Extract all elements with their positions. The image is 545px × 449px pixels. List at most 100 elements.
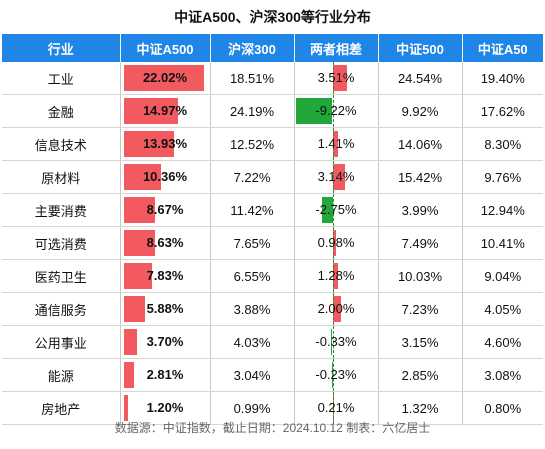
diff-value: 0.98%	[317, 235, 355, 250]
diff-cell: 3.51%	[294, 62, 379, 95]
a500-cell: 10.36%	[120, 160, 211, 194]
table-row: 房地产 1.20% 0.99% 0.21% 1.32% 0.80%	[2, 391, 543, 425]
a50-cell: 4.05%	[462, 292, 543, 326]
zz500-cell: 10.03%	[378, 259, 463, 293]
a500-cell: 5.88%	[120, 292, 211, 326]
a500-value: 14.97%	[142, 103, 188, 118]
diff-cell: 0.21%	[294, 391, 379, 425]
diff-value: -9.22%	[315, 103, 357, 118]
zz500-cell: 9.92%	[378, 94, 463, 128]
diff-zero-axis	[332, 392, 334, 424]
hs300-cell: 3.04%	[210, 358, 295, 392]
hs300-cell: 24.19%	[210, 94, 295, 128]
diff-cell: 1.28%	[294, 259, 379, 293]
diff-cell: -2.75%	[294, 193, 379, 227]
hs300-cell: 6.55%	[210, 259, 295, 293]
zz500-cell: 2.85%	[378, 358, 463, 392]
a500-cell: 1.20%	[120, 391, 211, 425]
diff-zero-axis	[332, 62, 334, 94]
diff-zero-axis	[332, 293, 334, 325]
a500-cell: 8.67%	[120, 193, 211, 227]
diff-value: -2.75%	[315, 202, 357, 217]
zz500-cell: 7.23%	[378, 292, 463, 326]
hs300-cell: 7.22%	[210, 160, 295, 194]
zz500-cell: 3.99%	[378, 193, 463, 227]
data-source-footer: 数据源：中证指数，截止日期：2024.10.12 制表：六亿居士	[114, 421, 431, 435]
zz500-cell: 14.06%	[378, 127, 463, 161]
diff-bar	[332, 65, 347, 91]
industry-cell: 信息技术	[2, 127, 121, 161]
industry-cell: 公用事业	[2, 325, 121, 359]
diff-zero-axis	[332, 227, 334, 259]
hs300-cell: 12.52%	[210, 127, 295, 161]
table-row: 可选消费 8.63% 7.65% 0.98% 7.49% 10.41%	[2, 226, 543, 260]
industry-cell: 金融	[2, 94, 121, 128]
diff-bar	[332, 164, 346, 190]
diff-value: 0.21%	[317, 400, 355, 415]
diff-zero-axis	[332, 194, 334, 226]
industry-cell: 通信服务	[2, 292, 121, 326]
a500-value: 1.20%	[146, 400, 184, 415]
table-row: 原材料 10.36% 7.22% 3.14% 15.42% 9.76%	[2, 160, 543, 194]
a500-bar	[123, 131, 175, 157]
a500-value: 13.93%	[142, 136, 188, 151]
industry-cell: 原材料	[2, 160, 121, 194]
diff-cell: 2.00%	[294, 292, 379, 326]
table-row: 公用事业 3.70% 4.03% -0.33% 3.15% 4.60%	[2, 325, 543, 359]
zz500-cell: 15.42%	[378, 160, 463, 194]
diff-value: 1.41%	[317, 136, 355, 151]
a500-value: 10.36%	[142, 169, 188, 184]
diff-cell: 1.41%	[294, 127, 379, 161]
a500-bar	[123, 362, 134, 388]
a500-value: 22.02%	[142, 70, 188, 85]
a50-cell: 3.08%	[462, 358, 543, 392]
header-industry: 行业	[2, 34, 121, 62]
a500-cell: 2.81%	[120, 358, 211, 392]
a500-bar	[123, 65, 204, 91]
header-zz500: 中证500	[378, 34, 463, 62]
a50-cell: 8.30%	[462, 127, 543, 161]
zz500-cell: 7.49%	[378, 226, 463, 260]
table-body: 工业 22.02% 18.51% 3.51% 24.54% 19.40% 金融 14.97% 2…	[2, 62, 543, 425]
a500-bar	[123, 263, 152, 289]
a500-value: 3.70%	[146, 334, 184, 349]
header-a500: 中证A500	[120, 34, 211, 62]
diff-zero-axis	[332, 128, 334, 160]
a50-cell: 10.41%	[462, 226, 543, 260]
diff-value: 3.14%	[317, 169, 355, 184]
hs300-cell: 3.88%	[210, 292, 295, 326]
a500-value: 5.88%	[146, 301, 184, 316]
industry-cell: 房地产	[2, 391, 121, 425]
table-row: 金融 14.97% 24.19% -9.22% 9.92% 17.62%	[2, 94, 543, 128]
header-hs300: 沪深300	[210, 34, 295, 62]
hs300-cell: 0.99%	[210, 391, 295, 425]
diff-cell: -0.33%	[294, 325, 379, 359]
a500-cell: 14.97%	[120, 94, 211, 128]
diff-value: -0.23%	[315, 367, 357, 382]
table-row: 信息技术 13.93% 12.52% 1.41% 14.06% 8.30%	[2, 127, 543, 161]
diff-bar	[332, 230, 337, 256]
diff-bar	[332, 131, 339, 157]
table-row: 能源 2.81% 3.04% -0.23% 2.85% 3.08%	[2, 358, 543, 392]
industry-cell: 可选消费	[2, 226, 121, 260]
a500-bar	[123, 230, 155, 256]
diff-value: 2.00%	[317, 301, 355, 316]
industry-cell: 主要消费	[2, 193, 121, 227]
diff-cell: -0.23%	[294, 358, 379, 392]
a50-cell: 4.60%	[462, 325, 543, 359]
diff-zero-axis	[332, 326, 334, 358]
diff-bar	[331, 329, 333, 355]
table-row: 主要消费 8.67% 11.42% -2.75% 3.99% 12.94%	[2, 193, 543, 227]
a500-cell: 8.63%	[120, 226, 211, 260]
table-row: 通信服务 5.88% 3.88% 2.00% 7.23% 4.05%	[2, 292, 543, 326]
a500-value: 8.67%	[146, 202, 184, 217]
diff-bar	[321, 197, 333, 223]
diff-value: 1.28%	[317, 268, 355, 283]
hs300-cell: 18.51%	[210, 62, 295, 95]
a500-value: 7.83%	[146, 268, 184, 283]
hs300-cell: 11.42%	[210, 193, 295, 227]
header-a50: 中证A50	[462, 34, 543, 62]
diff-bar	[332, 263, 338, 289]
header-row: 行业 中证A500 沪深300 两者相差 中证500 中证A50	[2, 34, 543, 62]
a50-cell: 12.94%	[462, 193, 543, 227]
